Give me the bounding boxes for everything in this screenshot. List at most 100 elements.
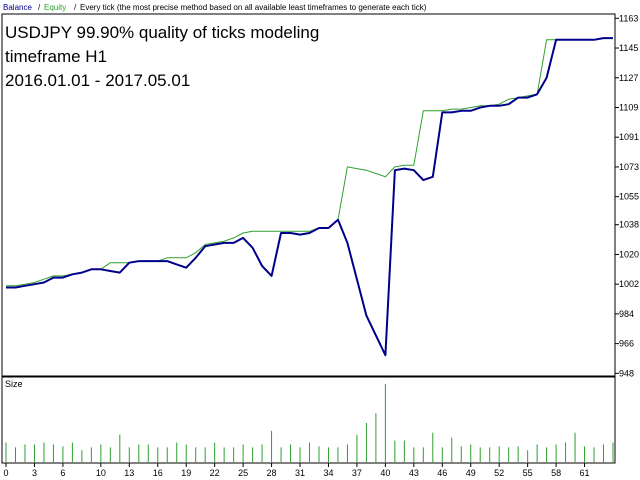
legend-note: Every tick (the most precise method base… <box>80 3 427 12</box>
y-tick-label: 1020 <box>619 249 639 259</box>
y-tick-label: 984 <box>619 309 634 319</box>
size-bar <box>337 447 339 462</box>
x-tick-label: 49 <box>466 468 476 478</box>
x-tick-label: 31 <box>295 468 305 478</box>
size-bar <box>384 383 386 462</box>
x-tick-label: 22 <box>210 468 220 478</box>
size-bar <box>90 447 92 462</box>
y-tick-label: 1109 <box>619 102 638 112</box>
size-bar <box>128 447 130 462</box>
size-bar <box>536 444 538 462</box>
size-bar <box>327 447 329 462</box>
size-bar <box>498 446 500 462</box>
y-tick-label: 1091 <box>619 132 639 142</box>
size-bar <box>147 444 149 462</box>
size-bar <box>62 446 64 462</box>
size-bar <box>43 442 45 462</box>
size-bar <box>14 447 16 462</box>
size-bar <box>546 447 548 462</box>
size-bar <box>24 444 26 462</box>
x-tick-label: 46 <box>437 468 447 478</box>
main-panel <box>1 13 616 377</box>
size-bar <box>603 444 605 462</box>
size-bar <box>138 444 140 462</box>
size-bar <box>479 447 481 462</box>
size-bar <box>356 434 358 462</box>
size-bar <box>460 446 462 462</box>
size-bar <box>527 450 529 462</box>
size-bar <box>204 447 206 462</box>
size-bar <box>299 447 301 462</box>
size-bar <box>280 447 282 462</box>
size-bar <box>318 446 320 462</box>
size-bar <box>233 447 235 462</box>
size-bar <box>403 440 405 462</box>
size-bar <box>5 442 7 462</box>
size-bar <box>252 447 254 462</box>
y-tick-label: 1055 <box>619 192 639 202</box>
size-bar <box>451 437 453 462</box>
y-tick-label: 1073 <box>619 162 639 172</box>
size-bar <box>81 450 83 462</box>
size-bar <box>489 447 491 462</box>
x-tick-label: 52 <box>494 468 504 478</box>
size-bar <box>394 440 396 462</box>
y-tick-label: 1127 <box>619 73 638 83</box>
size-bar <box>584 446 586 462</box>
x-tick-label: 3 <box>32 468 37 478</box>
size-bar <box>432 432 434 462</box>
size-panel <box>1 376 616 464</box>
size-bar <box>375 413 377 462</box>
x-tick-label: 16 <box>153 468 163 478</box>
size-bar <box>593 447 595 462</box>
series-line <box>6 37 613 287</box>
legend-separator: / <box>74 3 77 12</box>
x-tick-label: 55 <box>523 468 533 478</box>
size-bar <box>441 447 443 462</box>
size-bar <box>413 447 415 462</box>
x-tick-label: 13 <box>124 468 134 478</box>
size-bar <box>612 442 614 462</box>
size-bar <box>176 442 178 462</box>
legend-balance: Balance <box>3 3 32 12</box>
size-bar <box>100 444 102 462</box>
size-bar <box>223 447 225 462</box>
size-bar <box>574 432 576 462</box>
x-tick-label: 28 <box>267 468 277 478</box>
size-bar <box>33 444 35 462</box>
y-tick-label: 948 <box>619 368 634 378</box>
x-tick-label: 43 <box>409 468 419 478</box>
size-bar <box>157 447 159 462</box>
x-tick-label: 19 <box>181 468 191 478</box>
panel-title: Size <box>5 379 23 389</box>
size-bar <box>185 444 187 462</box>
x-tick-label: 25 <box>238 468 248 478</box>
x-tick-label: 40 <box>380 468 390 478</box>
y-tick-label: 1002 <box>619 279 639 289</box>
annotation: USDJPY 99.90% quality of ticks modeling <box>5 23 319 42</box>
size-bar <box>71 442 73 462</box>
y-tick-label: 1145 <box>619 43 638 53</box>
series-line <box>6 37 613 357</box>
x-tick-label: 34 <box>323 468 333 478</box>
size-bar <box>271 430 273 462</box>
size-bar <box>555 444 557 462</box>
x-tick-label: 6 <box>60 468 65 478</box>
size-bar <box>242 444 244 462</box>
size-bar <box>517 446 519 462</box>
size-bar <box>214 442 216 462</box>
annotation: timeframe H1 <box>5 47 107 66</box>
x-tick-label: 58 <box>551 468 561 478</box>
size-bar <box>309 442 310 462</box>
size-bar <box>166 447 168 462</box>
size-bar <box>365 422 367 462</box>
size-bar <box>508 447 510 462</box>
size-bar <box>195 447 197 462</box>
y-tick-label: 1038 <box>619 220 639 230</box>
size-bar <box>52 444 54 462</box>
size-bar <box>346 444 348 462</box>
y-tick-label: 1163 <box>619 13 638 23</box>
